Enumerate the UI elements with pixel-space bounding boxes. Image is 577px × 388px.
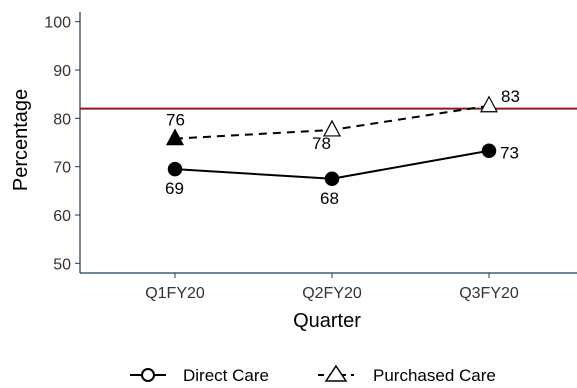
purchased-care-point [166,128,184,146]
plot-background [80,12,577,273]
series-layer [80,95,577,186]
x-axis-title: Quarter [293,310,361,332]
direct-care-point [481,143,497,158]
y-axis-title: Percentage [10,89,32,191]
y-tick-label: 100 [44,15,71,32]
purchased-care-point [480,95,498,113]
legend-direct-care-marker [141,368,155,382]
legend-item-direct-care: Direct Care [130,366,269,385]
purchased-care-data-label: 78 [312,134,331,153]
y-tick-label: 70 [53,160,71,177]
direct-care-point [324,171,340,186]
direct-care-data-label: 68 [320,189,339,208]
y-tick-label: 50 [53,256,71,273]
y-tick-label: 60 [53,208,71,225]
direct-care-point [167,161,183,177]
legend-direct-care-label: Direct Care [183,366,269,383]
data-labels: 69 68 73 76 78 83 [165,87,520,208]
axes: 50 60 70 80 90 100 Q1FY20 Q2FY20 Q3FY20 [44,12,577,302]
purchased-care-data-label: 76 [166,111,185,130]
purchased-care-point [323,119,341,137]
x-tick-label: Q3FY20 [459,285,519,302]
legend-purchased-care-marker [324,364,348,382]
legend-item-purchased-care: Purchased Care [318,364,496,385]
purchased-care-data-label: 83 [501,87,520,106]
legend: Direct Care Purchased Care [130,364,496,385]
y-tick-label: 90 [53,63,71,80]
direct-care-data-label: 69 [165,179,184,198]
y-tick-label: 80 [53,111,71,128]
x-tick-label: Q1FY20 [145,285,205,302]
x-tick-label: Q2FY20 [302,285,362,302]
direct-care-data-label: 73 [500,144,519,163]
plot-area [80,12,577,273]
legend-purchased-care-label: Purchased Care [373,366,496,383]
